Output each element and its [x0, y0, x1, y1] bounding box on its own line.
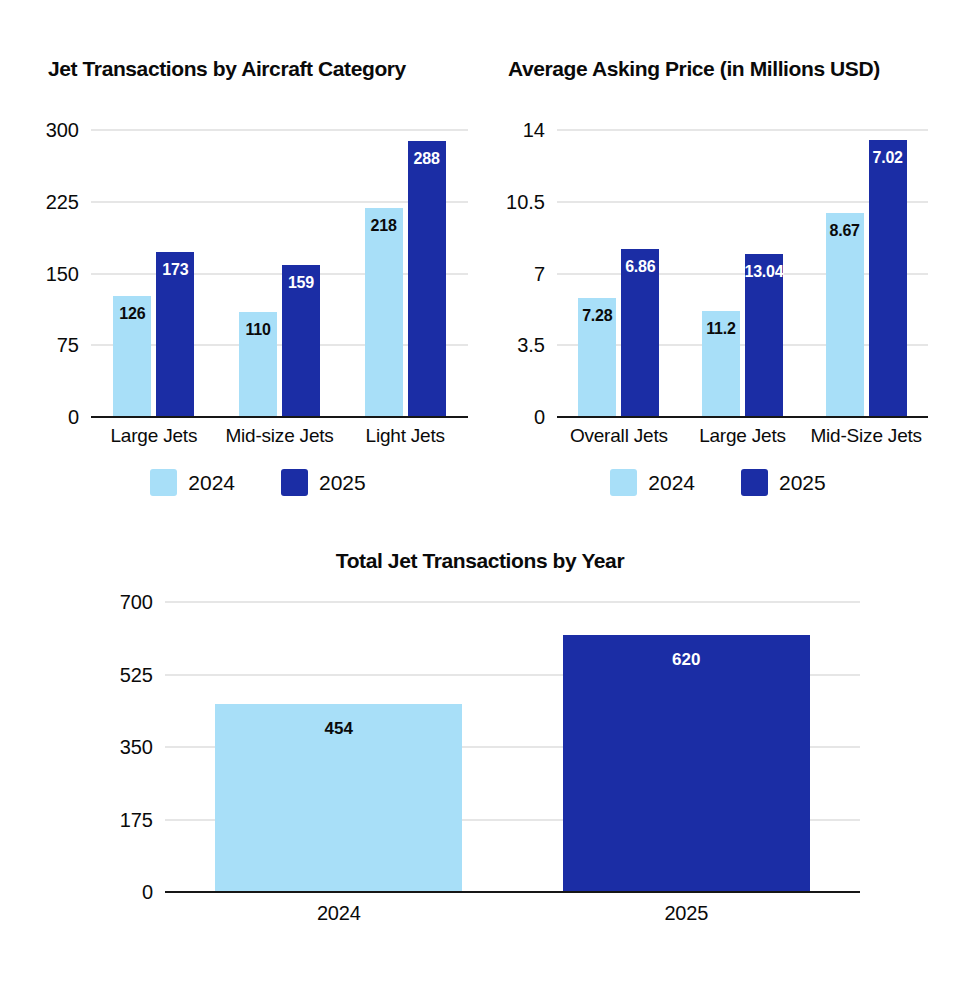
bar: 6.86 — [621, 249, 659, 417]
y-tick-label: 525 — [120, 665, 153, 685]
x-axis-labels: Large JetsMid-size JetsLight Jets — [91, 425, 468, 447]
y-tick-label: 0 — [142, 882, 153, 902]
chart-title: Jet Transactions by Aircraft Category — [48, 55, 468, 83]
bar-value-label: 288 — [414, 141, 440, 168]
bar: 11.2 — [702, 311, 740, 417]
bar: 126 — [113, 296, 151, 417]
chart-average-asking-price: Average Asking Price (in Millions USD) 0… — [508, 55, 928, 496]
x-category-label: Mid-Size Jets — [804, 425, 928, 447]
bar-value-label: 6.86 — [625, 249, 655, 276]
legend-swatch — [281, 469, 308, 496]
x-axis-labels: Overall JetsLarge JetsMid-Size Jets — [557, 425, 928, 447]
legend-label: 2024 — [648, 471, 695, 495]
bar: 288 — [408, 141, 446, 417]
bar: 620 — [563, 635, 810, 892]
y-tick-label: 300 — [46, 120, 79, 140]
x-axis-line — [557, 416, 928, 418]
bar-group: 8.67 7.02 — [826, 130, 907, 417]
bar-value-label: 173 — [162, 252, 188, 279]
chart-title: Average Asking Price (in Millions USD) — [508, 55, 928, 83]
legend-swatch — [741, 469, 768, 496]
x-axis-line — [165, 891, 860, 893]
y-tick-label: 0 — [68, 407, 79, 427]
x-category-label: Large Jets — [681, 425, 805, 447]
bar-value-label: 159 — [288, 265, 314, 292]
chart-plot-area: 075150225300126173110159218288 — [48, 130, 468, 417]
plot-grid: 126 173 110 159 218 288 — [91, 130, 468, 417]
y-tick-label: 700 — [120, 592, 153, 612]
bar: 8.67 — [826, 213, 864, 417]
legend-swatch — [150, 469, 177, 496]
bar-group: 620 — [563, 602, 810, 892]
legend-item-2025: 2025 — [741, 469, 826, 496]
y-axis: 075150225300 — [48, 130, 91, 417]
chart-canvas: 017535052570045462020242025 — [100, 602, 860, 925]
legend-label: 2025 — [779, 471, 826, 495]
plot-grid: 454 620 — [165, 602, 860, 892]
bar-group: 110 159 — [239, 130, 320, 417]
chart-plot-area: 0175350525700454620 — [100, 602, 860, 892]
y-tick-label: 175 — [120, 810, 153, 830]
y-tick-label: 10.5 — [506, 192, 545, 212]
x-category-label: 2024 — [165, 902, 513, 925]
bar: 159 — [282, 265, 320, 417]
chart-canvas: 03.5710.5147.286.8611.213.048.677.02Over… — [508, 130, 928, 496]
bar-value-label: 110 — [245, 312, 270, 339]
bar-value-label: 454 — [325, 704, 353, 739]
bar: 7.02 — [869, 140, 907, 417]
x-axis-labels: 20242025 — [165, 902, 860, 925]
y-tick-label: 225 — [46, 192, 79, 212]
x-category-label: Overall Jets — [557, 425, 681, 447]
chart-title: Total Jet Transactions by Year — [100, 547, 860, 575]
y-tick-label: 150 — [46, 264, 79, 284]
bar-value-label: 7.28 — [582, 298, 612, 325]
dashboard: Jet Transactions by Aircraft Category 07… — [0, 0, 961, 985]
bar: 7.28 — [578, 298, 616, 417]
bar-group: 126 173 — [113, 130, 194, 417]
legend-label: 2024 — [188, 471, 235, 495]
chart-plot-area: 03.5710.5147.286.8611.213.048.677.02 — [508, 130, 928, 417]
bar: 173 — [156, 252, 194, 418]
legend-item-2024: 2024 — [610, 469, 695, 496]
bar-value-label: 11.2 — [706, 311, 735, 338]
bar-group: 11.2 13.04 — [702, 130, 783, 417]
legend-item-2024: 2024 — [150, 469, 235, 496]
legend: 2024 2025 — [508, 469, 928, 496]
x-category-label: 2025 — [513, 902, 861, 925]
legend-item-2025: 2025 — [281, 469, 366, 496]
x-axis-line — [91, 416, 468, 418]
chart-canvas: 075150225300126173110159218288Large Jets… — [48, 130, 468, 496]
chart-total-jet-transactions-by-year: Total Jet Transactions by Year 0 175 350 52… — [100, 547, 860, 925]
y-tick-label: 3.5 — [517, 335, 545, 355]
page: { "colors": { "series_2024": "#A8DFF8", … — [0, 0, 961, 985]
y-tick-label: 350 — [120, 737, 153, 757]
bar: 218 — [365, 208, 403, 417]
legend-swatch — [610, 469, 637, 496]
y-axis: 03.5710.514 — [508, 130, 557, 417]
bar-value-label: 13.04 — [744, 254, 783, 281]
x-category-label: Large Jets — [91, 425, 217, 447]
bar-value-label: 7.02 — [872, 140, 902, 167]
bar-value-label: 620 — [672, 635, 700, 670]
plot-grid: 7.28 6.86 11.2 13.04 8.67 7.02 — [557, 130, 928, 417]
chart-jet-transactions-by-category: Jet Transactions by Aircraft Category 0 7… — [48, 55, 468, 496]
y-axis: 0175350525700 — [100, 602, 165, 892]
bar-group: 218 288 — [365, 130, 446, 417]
legend: 2024 2025 — [48, 469, 468, 496]
bar: 454 — [215, 704, 462, 892]
x-category-label: Mid-size Jets — [217, 425, 343, 447]
bar: 13.04 — [745, 254, 783, 417]
bar-group: 7.28 6.86 — [578, 130, 659, 417]
x-category-label: Light Jets — [342, 425, 468, 447]
y-tick-label: 0 — [534, 407, 545, 427]
y-tick-label: 7 — [534, 264, 545, 284]
bar-group: 454 — [215, 602, 462, 892]
y-tick-label: 14 — [523, 120, 545, 140]
legend-label: 2025 — [319, 471, 366, 495]
bar: 110 — [239, 312, 277, 417]
bar-value-label: 126 — [119, 296, 145, 323]
bar-value-label: 8.67 — [829, 213, 859, 240]
y-tick-label: 75 — [57, 335, 79, 355]
bar-value-label: 218 — [371, 208, 397, 235]
